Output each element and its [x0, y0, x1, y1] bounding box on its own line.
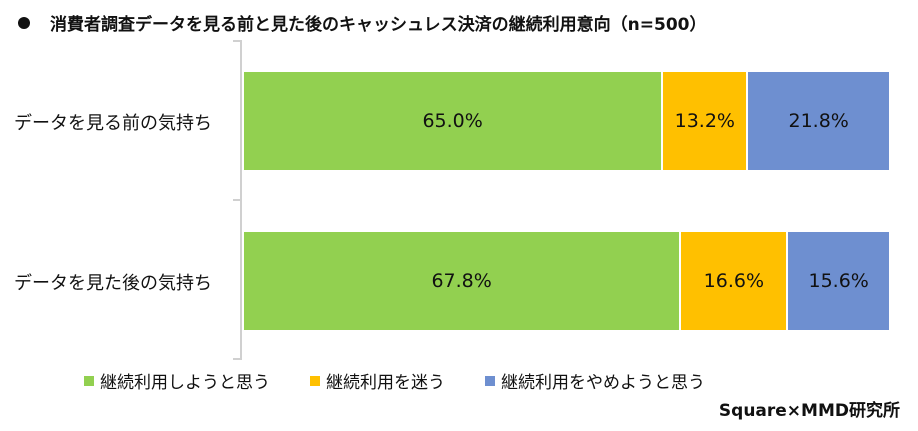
axis-tick	[233, 199, 241, 201]
chart-title: 消費者調査データを見る前と見た後のキャッシュレス決済の継続利用意向（n=500）	[18, 10, 707, 35]
bullet-icon	[18, 17, 30, 29]
data-label: 13.2%	[674, 110, 735, 132]
data-label: 21.8%	[788, 110, 849, 132]
legend-swatch-orange-icon	[310, 375, 320, 386]
legend-item-continue: 継続利用しようと思う	[84, 368, 270, 393]
segment-undecided: 16.6%	[681, 232, 789, 330]
data-label: 16.6%	[703, 270, 764, 292]
legend-item-quit: 継続利用をやめようと思う	[485, 368, 705, 393]
legend-label: 継続利用をやめようと思う	[501, 373, 705, 393]
segment-quit: 15.6%	[788, 232, 889, 330]
segment-continue: 67.8%	[244, 232, 682, 330]
data-label: 67.8%	[431, 270, 492, 292]
legend-swatch-blue-icon	[485, 375, 495, 386]
category-axis	[240, 40, 242, 360]
segment-quit: 21.8%	[748, 72, 889, 170]
axis-tick	[233, 358, 241, 360]
legend: 継続利用しようと思う 継続利用を迷う 継続利用をやめようと思う	[84, 368, 745, 393]
legend-label: 継続利用を迷う	[326, 373, 445, 393]
category-label-before: データを見る前の気持ち	[14, 113, 212, 134]
bar-after: 67.8% 16.6% 15.6%	[244, 232, 889, 330]
bar-before: 65.0% 13.2% 21.8%	[244, 72, 889, 170]
segment-undecided: 13.2%	[663, 72, 749, 170]
axis-tick	[233, 40, 241, 42]
legend-label: 継続利用しようと思う	[100, 373, 270, 393]
category-label-after: データを見た後の気持ち	[14, 273, 212, 294]
legend-swatch-green-icon	[84, 375, 94, 386]
data-label: 65.0%	[422, 110, 483, 132]
legend-item-undecided: 継続利用を迷う	[310, 368, 445, 393]
data-label: 15.6%	[808, 270, 869, 292]
source-credit: Square×MMD研究所	[718, 401, 900, 421]
chart-title-text: 消費者調査データを見る前と見た後のキャッシュレス決済の継続利用意向（n=500）	[50, 15, 707, 35]
segment-continue: 65.0%	[244, 72, 664, 170]
